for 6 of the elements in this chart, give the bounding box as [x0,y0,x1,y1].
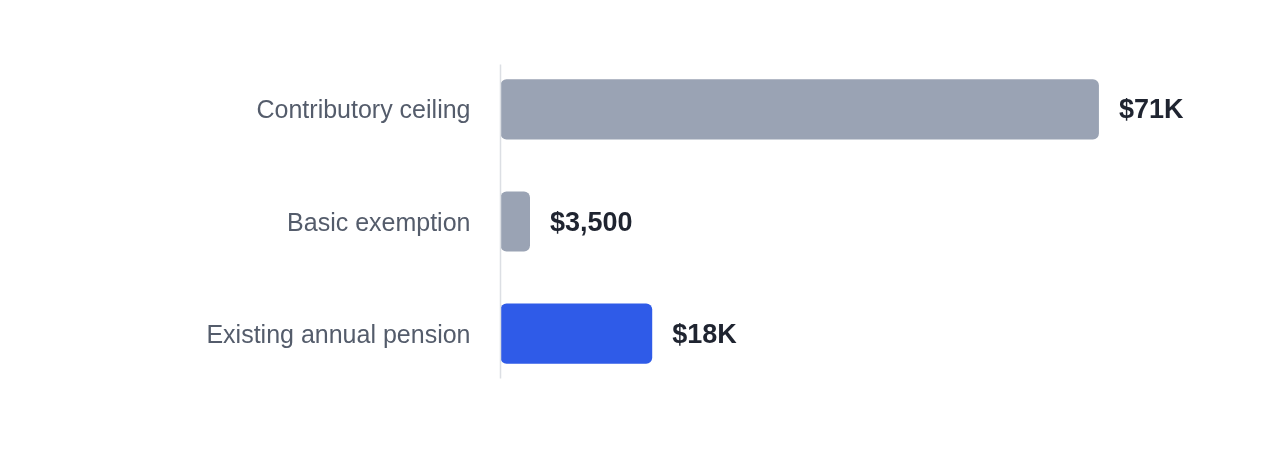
data-label: $71K [1118,94,1184,125]
y-tick-label: Contributory ceiling [256,95,471,124]
y-tick-label: Existing annual pension [206,319,471,348]
data-label: $3,500 [550,206,633,237]
y-tick-label: Basic exemption [287,207,471,236]
data-label: $18K [672,318,738,349]
